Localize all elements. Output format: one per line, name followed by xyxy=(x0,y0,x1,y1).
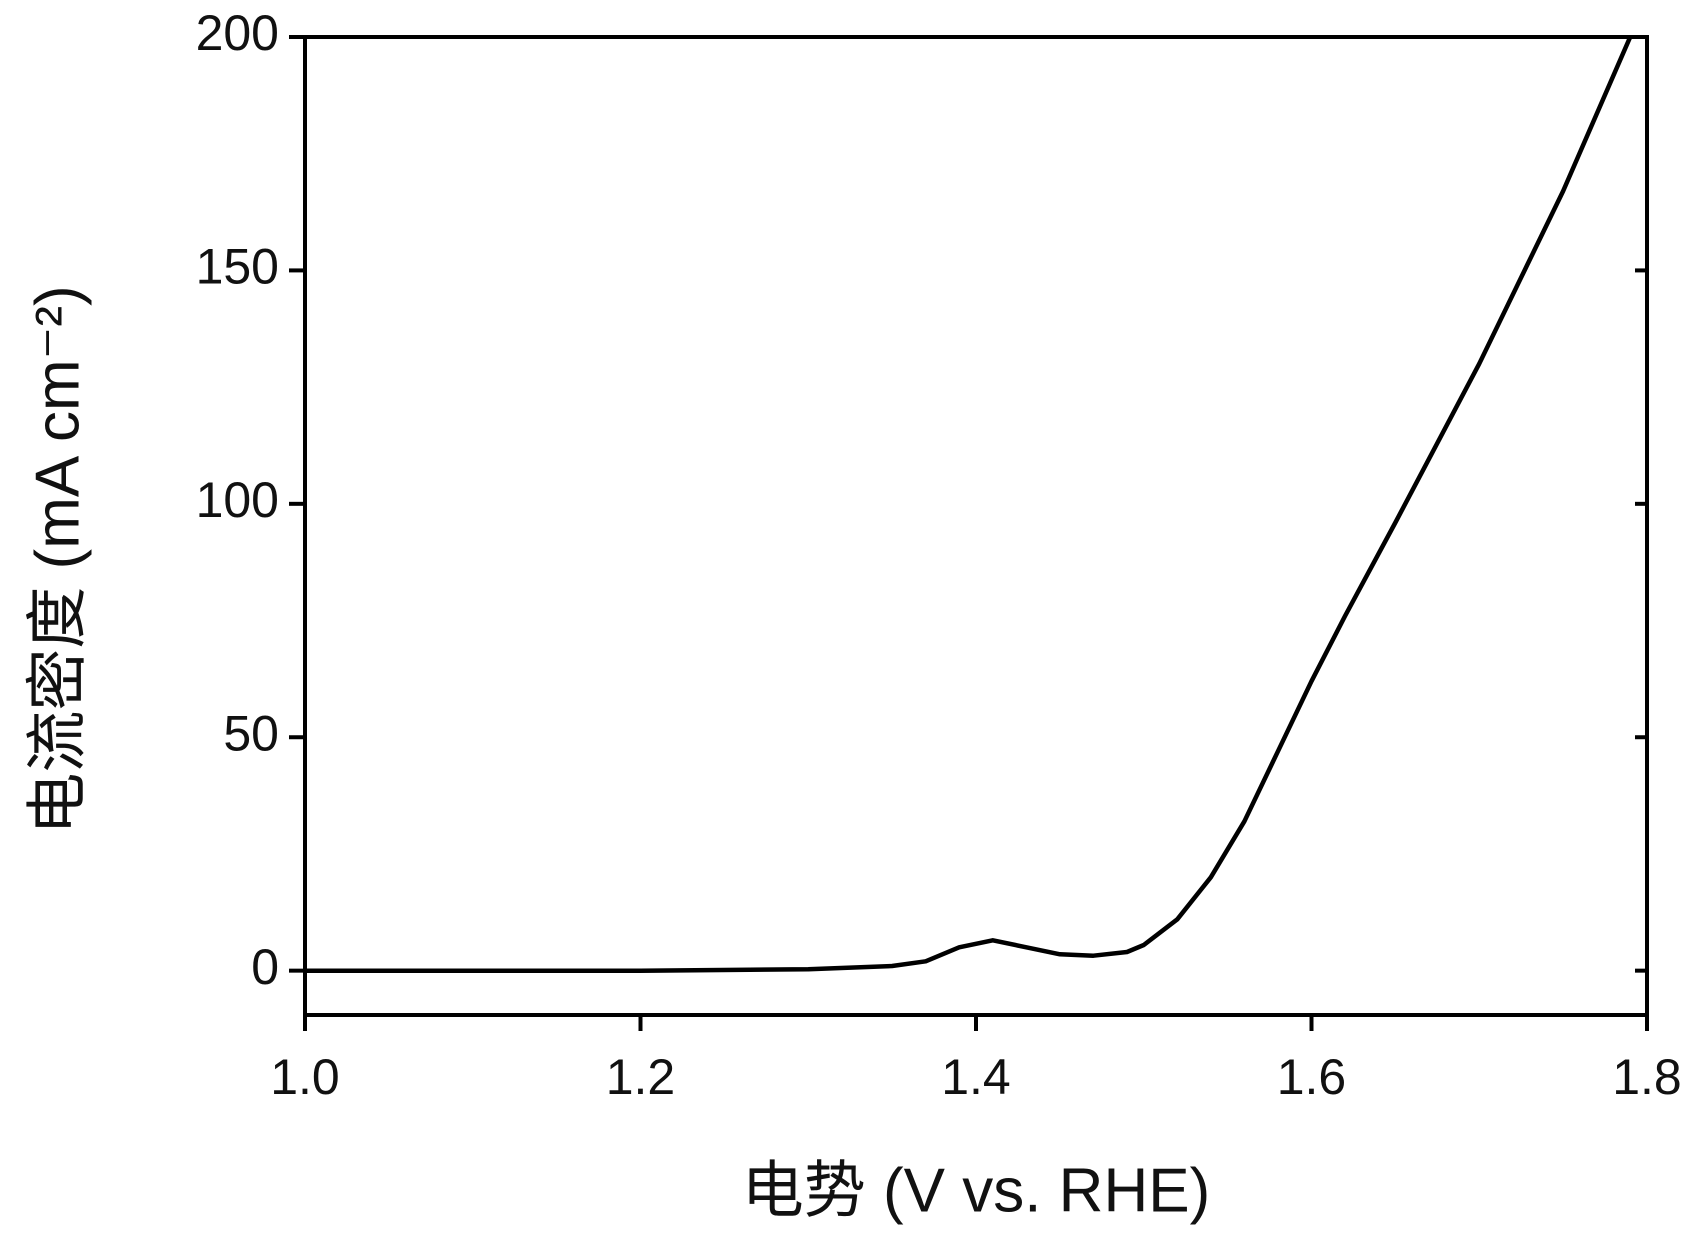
x-tick-label: 1.8 xyxy=(1612,1049,1682,1105)
y-tick-label: 150 xyxy=(196,239,279,295)
x-axis-label: 电势 (V vs. RHE) xyxy=(742,1156,1210,1225)
x-tick-label: 1.4 xyxy=(941,1049,1011,1105)
y-axis-label: 电流密度 (mA cm⁻²) xyxy=(23,285,92,834)
data-line xyxy=(305,36,1633,973)
x-tick-label: 1.6 xyxy=(1277,1049,1347,1105)
y-tick-label: 200 xyxy=(196,5,279,61)
plot-frame xyxy=(303,35,1649,1017)
x-tick-label: 1.0 xyxy=(270,1049,340,1105)
y-tick-label: 50 xyxy=(223,705,279,761)
x-tick-label: 1.2 xyxy=(606,1049,676,1105)
y-tick-label: 100 xyxy=(196,472,279,528)
y-tick-label: 0 xyxy=(251,939,279,995)
